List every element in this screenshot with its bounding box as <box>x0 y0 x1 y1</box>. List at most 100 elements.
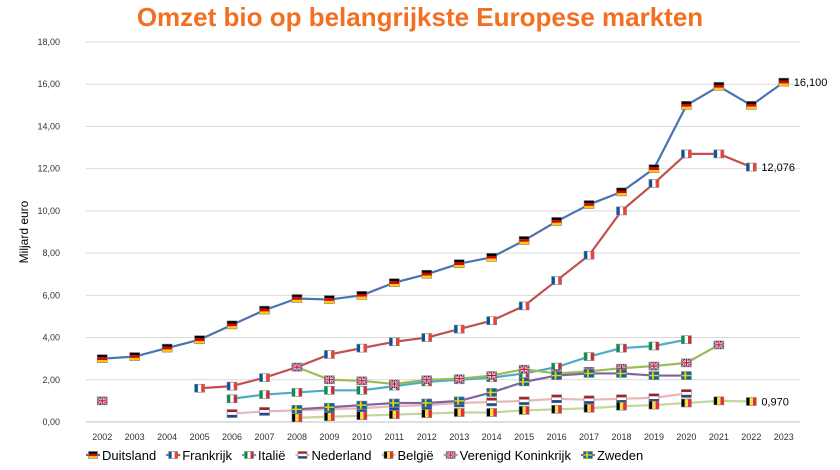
data-point-flag <box>616 206 627 216</box>
data-point-flag <box>421 333 433 342</box>
series-line <box>102 81 785 360</box>
data-point-flag <box>356 400 368 410</box>
data-point-flag <box>616 394 627 404</box>
data-point-flag <box>291 413 303 423</box>
data-point-flag <box>324 402 335 412</box>
x-tick-label: 2017 <box>579 432 599 442</box>
data-point-flag <box>518 236 530 245</box>
y-axis-ticks: 0,00 2,00 4,00 6,00 8,00 10,00 12,00 14,00 16,00… <box>37 37 60 427</box>
data-point-flag <box>648 371 660 380</box>
x-tick-label: 2014 <box>482 432 502 442</box>
data-point-flag <box>226 320 238 330</box>
x-tick-label: 2011 <box>385 432 404 442</box>
series-de <box>96 77 790 363</box>
y-tick-label: 12,00 <box>37 164 60 174</box>
y-tick-label: 4,00 <box>42 333 60 343</box>
data-point-flag <box>713 340 725 350</box>
y-tick-label: 8,00 <box>42 248 60 258</box>
data-point-flag <box>583 395 595 405</box>
data-point-flag <box>291 362 303 372</box>
data-labels: 16,100 12,076 0,970 <box>761 77 827 408</box>
y-tick-label: 6,00 <box>42 290 60 300</box>
x-tick-label: 2008 <box>287 432 307 442</box>
data-point-flag <box>389 278 400 287</box>
data-point-flag <box>616 369 627 378</box>
data-point-flag <box>648 393 660 403</box>
data-point-flag <box>583 352 595 361</box>
data-point-flag <box>486 408 497 417</box>
data-point-flag <box>259 373 270 382</box>
y-tick-label: 18,00 <box>37 37 60 47</box>
x-tick-label: 2015 <box>514 432 534 442</box>
data-point-flag <box>583 200 595 209</box>
data-point-flag <box>259 407 270 416</box>
data-point-flag <box>680 358 692 368</box>
x-tick-label: 2003 <box>125 432 145 442</box>
data-point-flag <box>746 397 757 406</box>
data-point-flag <box>518 406 530 415</box>
data-point-flag <box>648 179 660 188</box>
series-line <box>199 152 752 390</box>
x-tick-label: 2005 <box>190 432 210 442</box>
data-label: 0,970 <box>761 397 789 409</box>
data-point-flag <box>486 253 497 262</box>
x-axis-ticks: 2002 2003 2004 2005 2006 2007 2008 2009 2010 2011… <box>92 432 794 442</box>
y-axis-label: Miljard euro <box>17 200 31 263</box>
x-tick-label: 2020 <box>676 432 696 442</box>
x-tick-label: 2021 <box>709 432 729 442</box>
x-tick-label: 2018 <box>611 432 631 442</box>
data-point-flag <box>713 82 725 91</box>
data-point-flag <box>389 337 400 347</box>
x-tick-label: 2012 <box>417 432 437 442</box>
data-point-flag <box>291 388 303 397</box>
data-point-flag <box>96 396 108 406</box>
data-point-flag <box>453 259 465 268</box>
data-point-flag <box>583 403 595 413</box>
legend-label: Zweden <box>597 448 643 463</box>
data-point-flag <box>616 343 627 353</box>
data-point-flag <box>388 379 400 389</box>
legend-item: Nederland <box>295 448 372 463</box>
legend-item: Italië <box>242 448 286 463</box>
x-tick-label: 2002 <box>92 432 112 442</box>
legend-label: Nederland <box>312 448 372 463</box>
data-point-flag <box>356 411 368 420</box>
data-point-flag <box>453 408 465 417</box>
x-tick-label: 2007 <box>254 432 274 442</box>
data-point-flag <box>259 390 270 399</box>
data-point-flag <box>681 101 692 110</box>
data-point-flag <box>486 370 498 381</box>
data-point-flag <box>291 294 303 303</box>
y-tick-label: 2,00 <box>42 375 60 385</box>
data-point-flag <box>453 374 465 384</box>
data-point-flag <box>324 412 335 422</box>
legend-item: Frankrijk <box>166 448 233 463</box>
data-point-flag <box>518 364 530 374</box>
data-point-flag <box>194 383 205 393</box>
data-point-flag <box>681 398 692 408</box>
data-point-flag <box>356 343 368 353</box>
data-point-flag <box>551 217 562 226</box>
x-tick-label: 2009 <box>319 432 339 442</box>
x-tick-label: 2019 <box>644 432 664 442</box>
chart-title: Omzet bio op belangrijkste Europese mark… <box>136 2 704 32</box>
data-point-flag <box>421 409 433 418</box>
data-point-flag <box>226 381 238 391</box>
data-point-flag <box>356 386 368 395</box>
data-point-flag <box>291 405 303 414</box>
series-layer <box>96 77 790 423</box>
data-point-flag <box>453 324 465 334</box>
legend-label: Duitsland <box>102 448 156 463</box>
data-point-flag <box>648 341 660 351</box>
data-point-flag <box>421 398 433 408</box>
data-point-flag <box>323 375 335 385</box>
data-point-flag <box>486 316 497 325</box>
data-point-flag <box>551 405 562 414</box>
data-point-flag <box>681 389 692 398</box>
data-point-flag <box>96 354 108 363</box>
series-se <box>291 369 692 414</box>
data-point-flag <box>324 386 335 395</box>
data-point-flag <box>486 397 497 407</box>
x-tick-label: 2022 <box>741 432 761 442</box>
series-line <box>296 343 720 386</box>
